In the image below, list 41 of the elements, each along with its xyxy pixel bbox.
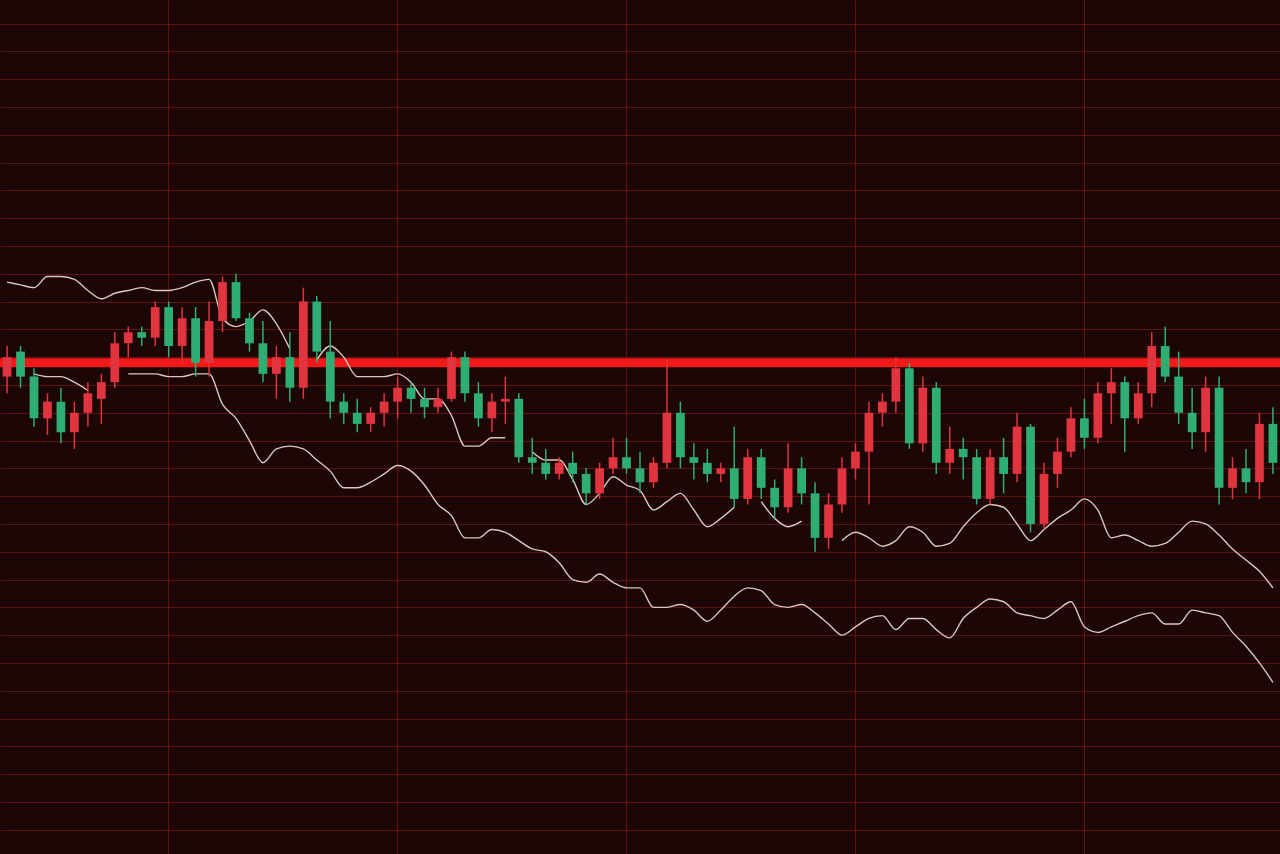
candlestick <box>339 392 349 425</box>
candlestick <box>622 437 631 475</box>
candlestick <box>554 456 564 481</box>
candlestick <box>649 456 658 489</box>
candlestick <box>487 392 497 433</box>
candlestick <box>689 442 699 481</box>
candlestick <box>716 462 726 483</box>
candlestick <box>851 442 860 481</box>
candlestick <box>272 345 281 400</box>
candlestick <box>541 448 551 481</box>
candlestick <box>958 437 968 481</box>
candlestick <box>581 467 591 506</box>
candlestick <box>1080 398 1089 450</box>
candlestick <box>379 392 389 428</box>
candlestick <box>420 386 429 420</box>
candlestick <box>2 345 12 395</box>
candlestick <box>527 437 537 475</box>
candlestick <box>83 381 93 428</box>
candlestick <box>999 437 1008 495</box>
candlestick <box>70 400 79 450</box>
candlestick <box>1053 437 1062 489</box>
candlestick <box>1187 386 1197 450</box>
candlestick <box>406 381 416 414</box>
candlestick <box>123 325 133 358</box>
candlestick <box>137 325 147 347</box>
candlestick <box>96 373 106 425</box>
candlestick <box>500 375 510 425</box>
candlestick <box>43 392 52 436</box>
candlestick <box>770 478 780 520</box>
candlestick <box>568 450 578 483</box>
candlestick <box>635 450 645 495</box>
candlestick <box>1228 456 1237 500</box>
candlestick <box>702 448 712 483</box>
candlestick <box>945 425 955 475</box>
candlestick <box>393 375 402 420</box>
candlestick <box>878 392 887 428</box>
candlestick <box>366 406 376 433</box>
candlestick <box>608 437 618 475</box>
candlestick <box>352 398 362 433</box>
candlestick <box>1241 448 1251 495</box>
candlestick <box>1106 367 1116 425</box>
